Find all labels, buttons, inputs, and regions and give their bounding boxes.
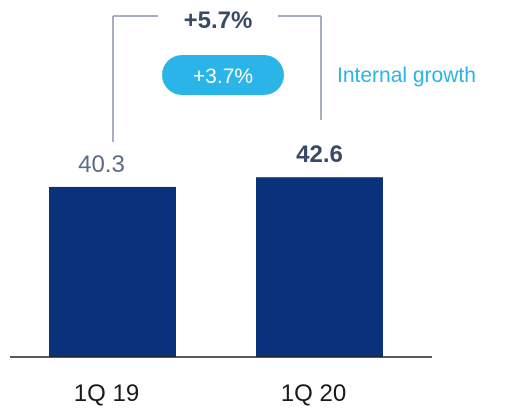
internal-growth-legend: Internal growth <box>337 64 476 87</box>
bars <box>49 177 383 357</box>
growth-bracket <box>112 15 322 142</box>
value-label-1q-19: 40.3 <box>78 151 125 178</box>
bar-1q-20 <box>256 177 383 357</box>
total-growth-label: +5.7% <box>184 7 253 34</box>
bar-1q-19 <box>49 186 176 357</box>
internal-growth-pill-background <box>162 55 284 95</box>
internal-growth-pill: +3.7% <box>162 55 284 95</box>
category-label-1q-19: 1Q 19 <box>74 380 139 407</box>
internal-growth-value: +3.7% <box>193 65 253 88</box>
value-label-1q-20: 42.6 <box>296 141 343 168</box>
category-label-1q-20: 1Q 20 <box>281 380 346 407</box>
labels: 40.3 1Q 19 42.6 1Q 20 <box>74 141 346 407</box>
